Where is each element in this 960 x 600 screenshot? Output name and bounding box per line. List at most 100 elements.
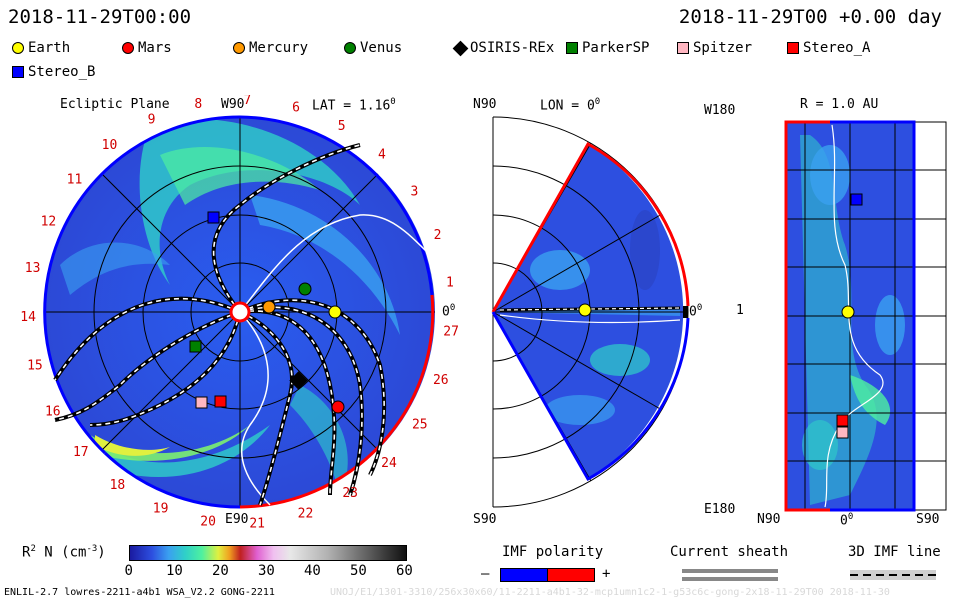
- meridional-imf-fg: [499, 307, 681, 311]
- right-n90-label: N90: [757, 512, 781, 527]
- stereo-a-marker-icon: [836, 414, 849, 427]
- carrington-number: 14: [20, 310, 36, 325]
- radius-map-plot: [784, 120, 947, 512]
- current-sheath-label: Current sheath: [670, 544, 789, 560]
- carrington-number: 12: [41, 214, 57, 229]
- current-sheath-line-1: [682, 569, 778, 573]
- rim-blue-arc-3: [103, 451, 241, 509]
- e180-label: E180: [704, 502, 736, 517]
- carrington-number: 22: [298, 507, 314, 522]
- carrington-number: 7: [243, 95, 251, 108]
- w90-label: W90: [221, 97, 245, 112]
- imf-spirals-fg: [54, 144, 385, 506]
- date-right: 2018-11-29T00 +0.00 day: [678, 6, 942, 28]
- colorbar-tick-label: 20: [212, 563, 229, 579]
- mercury-marker-icon: [262, 300, 276, 314]
- footer-right: UNOJ/E1/1301-3310/256x30x60/11-2211-a4b1…: [330, 587, 890, 598]
- carrington-number: 19: [153, 502, 169, 517]
- earth-marker-icon: [12, 42, 24, 54]
- date-left: 2018-11-29T00:00: [8, 6, 192, 28]
- radius-title: R = 1.0 AU: [800, 97, 879, 112]
- lat-label: LAT = 1.160: [312, 97, 396, 114]
- mid-one-label: 1: [736, 303, 744, 318]
- footer-left: ENLIL-2.7 lowres-2211-a4b1 WSA_V2.2 GONG…: [4, 587, 275, 598]
- carrington-number: 10: [102, 138, 118, 153]
- ecliptic-plane-title: Ecliptic Plane: [60, 97, 170, 112]
- earth-marker-icon: [328, 305, 342, 319]
- rim-blue-arc: [43, 115, 241, 455]
- right-s90-label: S90: [916, 512, 940, 527]
- spitzer-marker-icon: [677, 42, 689, 54]
- meridional-plot: [491, 116, 690, 508]
- legend-earth: Earth: [12, 40, 70, 56]
- stereo-b-marker-icon: [850, 193, 863, 206]
- venus-marker-icon: [344, 42, 356, 54]
- legend-mars: Mars: [122, 40, 172, 56]
- stereo-b-marker-icon: [12, 66, 24, 78]
- carrington-number: 4: [378, 148, 386, 163]
- wedge-rim-blue: [491, 311, 690, 482]
- carrington-number: 17: [73, 445, 89, 460]
- map-rim-blue: [830, 120, 916, 512]
- current-sheath-line-2: [682, 577, 778, 581]
- carrington-number: 27: [443, 325, 459, 340]
- stereo-a-marker-icon: [787, 42, 799, 54]
- colorbar-tick-label: 50: [350, 563, 367, 579]
- imf-line-label: 3D IMF line: [848, 544, 941, 560]
- carrington-number: 8: [194, 97, 202, 112]
- colorbar-tick-label: 30: [258, 563, 275, 579]
- carrington-number: 5: [338, 119, 346, 134]
- rim-blue-arc-2: [239, 115, 434, 296]
- carrington-number: 21: [249, 516, 265, 531]
- legend-parkersp: ParkerSP: [566, 40, 649, 56]
- carrington-number: 26: [433, 373, 449, 388]
- legend-venus: Venus: [344, 40, 402, 56]
- osiris-rex-marker-icon: [289, 371, 308, 390]
- carrington-number: 25: [412, 417, 428, 432]
- w180-label: W180: [704, 103, 736, 118]
- spitzer-marker-icon: [195, 396, 208, 409]
- wedge-rim-red: [491, 141, 690, 313]
- carrington-number: 23: [342, 486, 358, 501]
- carrington-number: 2: [434, 228, 442, 243]
- imf-minus-sign: –: [481, 566, 490, 582]
- map-current-sheath: [824, 124, 884, 508]
- meridional-sheath: [499, 314, 681, 324]
- lon-label: LON = 00: [540, 97, 601, 114]
- earth-marker-icon: [841, 305, 855, 319]
- carrington-number: 1: [446, 276, 454, 291]
- carrington-number: 20: [200, 515, 216, 530]
- colorbar-tick-label: 10: [166, 563, 183, 579]
- carrington-number: 11: [67, 173, 83, 188]
- imf-plus-sign: +: [602, 566, 611, 582]
- legend-stereo-a: Stereo_A: [787, 40, 870, 56]
- stereo-b-marker-icon: [207, 211, 220, 224]
- colorbar-label: R2 N (cm-3): [22, 544, 106, 561]
- current-sheath-lines: [239, 214, 431, 506]
- imf-polarity-negative: [500, 568, 548, 582]
- colorbar-tick-label: 40: [304, 563, 321, 579]
- imf-line-sample: [850, 574, 936, 576]
- carrington-number: 18: [110, 478, 126, 493]
- legend-mercury: Mercury: [233, 40, 308, 56]
- mars-marker-icon: [331, 400, 345, 414]
- imf-polarity-label: IMF polarity: [502, 544, 604, 560]
- venus-marker-icon: [298, 282, 312, 296]
- right-zero-label: 00: [840, 512, 854, 529]
- carrington-number: 16: [45, 405, 61, 420]
- left-zero-label: 00: [442, 303, 456, 320]
- imf-polarity-positive: [547, 568, 595, 582]
- legend-stereo-b: Stereo_B: [12, 64, 95, 80]
- mars-marker-icon: [122, 42, 134, 54]
- parkersp-marker-icon: [189, 340, 202, 353]
- e90-label: E90: [225, 512, 249, 527]
- spitzer-marker-icon: [836, 426, 849, 439]
- osiris-rex-marker-icon: [452, 40, 469, 56]
- sun-marker-icon: [229, 301, 251, 323]
- legend-osiris-rex: OSIRIS-REx: [452, 40, 554, 56]
- legend-spitzer: Spitzer: [677, 40, 752, 56]
- carrington-number: 6: [292, 101, 300, 116]
- mercury-marker-icon: [233, 42, 245, 54]
